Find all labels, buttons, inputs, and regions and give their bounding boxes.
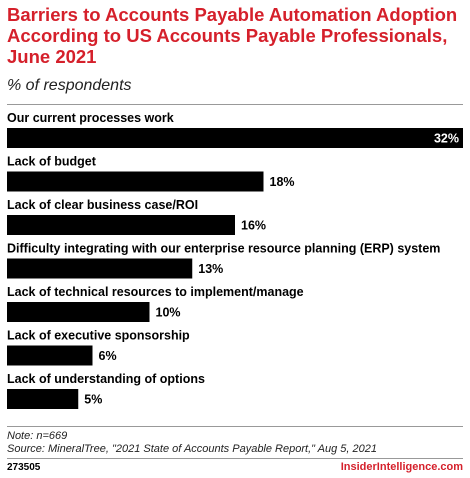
brand-logo: InsiderIntelligence.com [340, 461, 463, 473]
value-label: 6% [99, 349, 117, 363]
category-label: Lack of clear business case/ROI [7, 198, 198, 212]
bar [7, 345, 93, 366]
chart-title: Barriers to Accounts Payable Automation … [7, 4, 458, 67]
footnote: Note: n=669 [7, 430, 68, 442]
category-label: Difficulty integrating with our enterpri… [7, 242, 440, 256]
footer-divider [7, 458, 463, 459]
value-label: 13% [198, 262, 223, 276]
bar [7, 171, 264, 192]
value-label: 32% [434, 132, 459, 146]
category-label: Lack of budget [7, 155, 97, 169]
source-note: Source: MineralTree, "2021 State of Acco… [7, 443, 378, 455]
bar [7, 389, 79, 409]
value-label: 10% [156, 306, 181, 320]
chart-id: 273505 [7, 462, 41, 473]
value-label: 5% [84, 393, 102, 407]
bar [7, 258, 193, 279]
bar [7, 302, 150, 322]
bar [7, 128, 463, 148]
value-label: 16% [241, 219, 266, 233]
bar [7, 215, 235, 235]
top-divider [7, 104, 463, 105]
value-label: 18% [270, 175, 295, 189]
category-label: Lack of technical resources to implement… [7, 285, 304, 299]
category-label: Lack of understanding of options [7, 372, 205, 386]
chart-subtitle: % of respondents [7, 77, 132, 94]
category-label: Our current processes work [7, 111, 174, 125]
bottom-divider [7, 426, 463, 427]
category-label: Lack of executive sponsorship [7, 329, 190, 343]
